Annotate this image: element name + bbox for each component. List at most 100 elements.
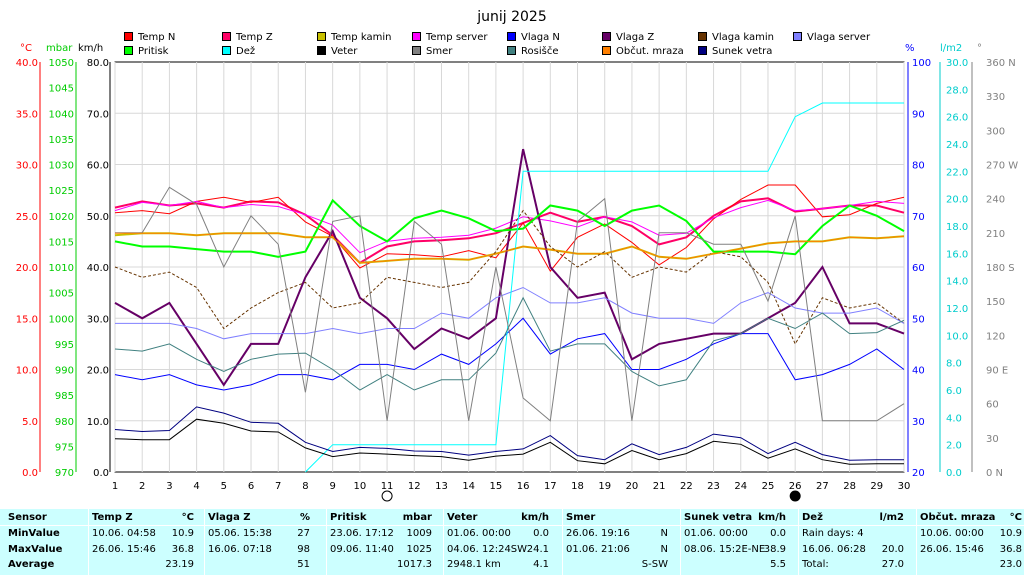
legend-entry: Smer (412, 45, 452, 58)
stats-column-title: Smer (566, 512, 596, 523)
stats-column-title: Temp Z (92, 512, 133, 523)
stats-column-unit: km/h (521, 512, 549, 523)
legend-swatch (317, 46, 326, 55)
rain-tick-label: 30.0 (946, 58, 968, 69)
speed-tick-label: 70.0 (87, 109, 109, 120)
legend-entry: Občut. mraza (602, 45, 684, 58)
stats-row-label: MaxValue (8, 544, 63, 555)
series-line-smer (115, 186, 905, 422)
legend-label: Vlaga N (521, 32, 560, 43)
stats-column-divider (88, 509, 89, 575)
x-tick-label: 22 (680, 481, 693, 492)
stats-max-value: 36.8 (999, 544, 1022, 555)
temp-tick-label: 0.0 (22, 468, 38, 479)
temp-tick-label: 5.0 (22, 417, 38, 428)
temp-tick-label: 30.0 (16, 161, 38, 172)
pressure-tick-label: 975 (55, 442, 74, 453)
direction-tick-label: 120 (986, 331, 1005, 342)
stats-column-divider (204, 509, 205, 575)
stats-average-extra: Total: (802, 559, 829, 570)
x-tick-label: 30 (898, 481, 911, 492)
stats-min-value: N (660, 528, 668, 539)
rain-tick-label: 8.0 (946, 359, 962, 370)
stats-column-title: Občut. mraza (920, 512, 996, 523)
x-tick-label: 10 (353, 481, 366, 492)
speed-tick-label: 40.0 (87, 263, 109, 274)
stats-min-date: 01.06. 00:00 (684, 528, 748, 539)
legend-swatch (698, 46, 707, 55)
stats-max-date: 01.06. 21:06 (566, 544, 630, 555)
x-tick-label: 18 (571, 481, 584, 492)
speed-unit-label: km/h (78, 43, 103, 54)
legend-label: Temp N (138, 32, 176, 43)
humidity-tick-label: 90 (912, 109, 925, 120)
chart-title: junij 2025 (476, 9, 547, 25)
series-line-vlaga-n (114, 317, 905, 391)
x-tick-label: 12 (408, 481, 421, 492)
x-tick-label: 13 (435, 481, 448, 492)
legend-entry: Dež (222, 45, 255, 58)
x-tick-label: 2 (139, 481, 145, 492)
series-line-sunek-vetra (114, 406, 904, 461)
pressure-tick-label: 1045 (49, 84, 74, 95)
direction-tick-label: 330 (986, 92, 1005, 103)
series-line-vlaga-kamin (114, 209, 905, 345)
stats-column-title: Pritisk (330, 512, 367, 523)
stats-max-value: 38.9 (763, 544, 786, 555)
stats-column-unit: km/h (758, 512, 786, 523)
direction-tick-label: 210 (986, 229, 1005, 240)
x-tick-label: 3 (166, 481, 172, 492)
pressure-tick-label: 970 (55, 468, 74, 479)
rain-tick-label: 6.0 (946, 386, 962, 397)
stats-divider (0, 525, 1024, 526)
legend-swatch (602, 32, 611, 41)
humidity-tick-label: 100 (912, 58, 931, 69)
stats-table: Sensor MinValue MaxValue Average Temp Z °C 10.… (0, 509, 1024, 575)
legend-swatch (793, 32, 802, 41)
x-tick-label: 4 (193, 481, 199, 492)
x-tick-label: 1 (112, 481, 118, 492)
stats-average-extra: 2948.1 km (447, 559, 501, 570)
pressure-tick-label: 1010 (49, 263, 74, 274)
direction-tick-label: 360 N (986, 58, 1016, 69)
stats-min-value: 27 (297, 528, 310, 539)
legend-swatch (317, 32, 326, 41)
stats-column-title: Dež (802, 512, 823, 523)
legend-label: Rosišče (521, 46, 559, 57)
direction-tick-label: 0 N (986, 468, 1003, 479)
stats-min-date: 10.06. 00:00 (920, 528, 984, 539)
temp-tick-label: 40.0 (16, 58, 38, 69)
x-tick-label: 26 (789, 481, 802, 492)
legend-label: Temp server (426, 32, 488, 43)
stats-max-value: 20.0 (881, 544, 904, 555)
stats-max-value: 98 (297, 544, 310, 555)
stats-average-value: 5.5 (770, 559, 786, 570)
stats-min-date: 01.06. 00:00 (447, 528, 511, 539)
stats-average-value: S-SW (641, 559, 668, 570)
stats-min-value: 10.9 (999, 528, 1022, 539)
series-line-de- (305, 102, 904, 473)
direction-tick-label: 240 (986, 195, 1005, 206)
pressure-tick-label: 1040 (49, 109, 74, 120)
stats-max-value: 24.1 (526, 544, 549, 555)
humidity-tick-label: 70 (912, 212, 925, 223)
series-line-ob-ut-mraza (115, 232, 905, 264)
pressure-tick-label: 1025 (49, 186, 74, 197)
stats-column-title: Sunek vetra (684, 512, 753, 523)
stats-min-value: 0.0 (533, 528, 549, 539)
stats-column-divider (562, 509, 563, 575)
legend-swatch (222, 32, 231, 41)
stats-min-date: 26.06. 19:16 (566, 528, 630, 539)
stats-column-unit: % (299, 512, 310, 523)
direction-tick-label: 90 E (986, 366, 1008, 377)
pressure-tick-label: 995 (55, 340, 74, 351)
x-tick-label: 17 (544, 481, 557, 492)
x-tick-label: 14 (462, 481, 475, 492)
humidity-tick-label: 30 (912, 417, 925, 428)
stats-max-date: 16.06. 06:28 (802, 544, 866, 555)
stats-min-date: Rain days: 4 (802, 528, 864, 539)
legend-label: Dež (236, 46, 256, 57)
speed-tick-label: 80.0 (87, 58, 109, 69)
rain-tick-label: 12.0 (946, 304, 968, 315)
humidity-tick-label: 20 (912, 468, 925, 479)
